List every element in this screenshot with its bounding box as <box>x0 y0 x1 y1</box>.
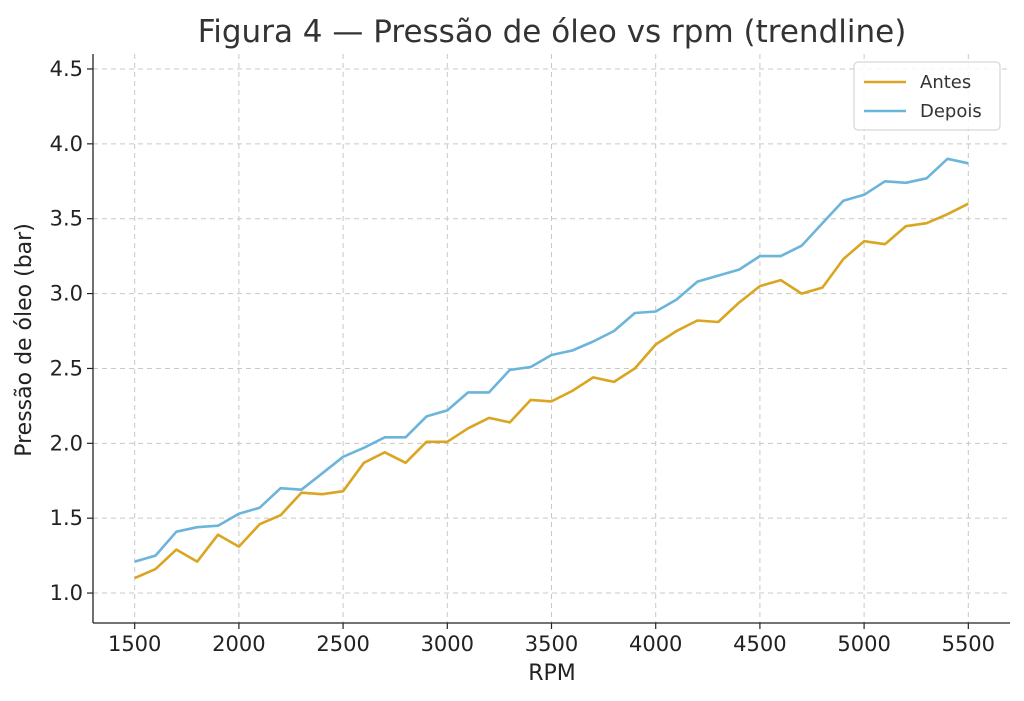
y-tick-label: 2.5 <box>50 356 83 380</box>
legend-label-antes: Antes <box>920 72 971 93</box>
x-tick-label: 2500 <box>316 632 369 656</box>
x-tick-label: 1500 <box>108 632 161 656</box>
y-tick-label: 1.0 <box>50 581 83 605</box>
series-lines <box>134 157 969 580</box>
legend-box <box>853 61 1001 131</box>
x-tick-label: 4500 <box>733 632 786 656</box>
series-line-depois <box>134 157 969 563</box>
chart-title: Figura 4 — Pressão de óleo vs rpm (trend… <box>198 14 907 50</box>
x-tick-label: 5500 <box>942 632 995 656</box>
x-axis-title: RPM <box>528 661 576 686</box>
y-tick-label: 3.5 <box>50 207 83 231</box>
x-tick-label: 2000 <box>212 632 265 656</box>
y-tick-label: 2.0 <box>50 431 83 455</box>
grid-lines <box>93 54 1010 623</box>
x-tick-label: 3000 <box>421 632 474 656</box>
legend-label-depois: Depois <box>920 101 982 122</box>
y-tick-label: 3.0 <box>50 282 83 306</box>
legend: Antes Depois <box>853 61 1001 131</box>
y-axis-title: Pressão de óleo (bar) <box>12 223 37 457</box>
x-axis-ticks: 1500 2000 2500 3000 3500 4000 4500 5000 5500 <box>108 623 995 656</box>
y-axis-ticks: 1.0 1.5 2.0 2.5 3.0 3.5 4.0 4.5 <box>50 57 93 605</box>
x-tick-label: 5000 <box>837 632 890 656</box>
x-tick-label: 3500 <box>525 632 578 656</box>
series-line-antes <box>134 202 969 580</box>
x-tick-label: 4000 <box>629 632 682 656</box>
y-tick-label: 4.0 <box>50 132 83 156</box>
y-tick-label: 1.5 <box>50 506 83 530</box>
y-tick-label: 4.5 <box>50 57 83 81</box>
